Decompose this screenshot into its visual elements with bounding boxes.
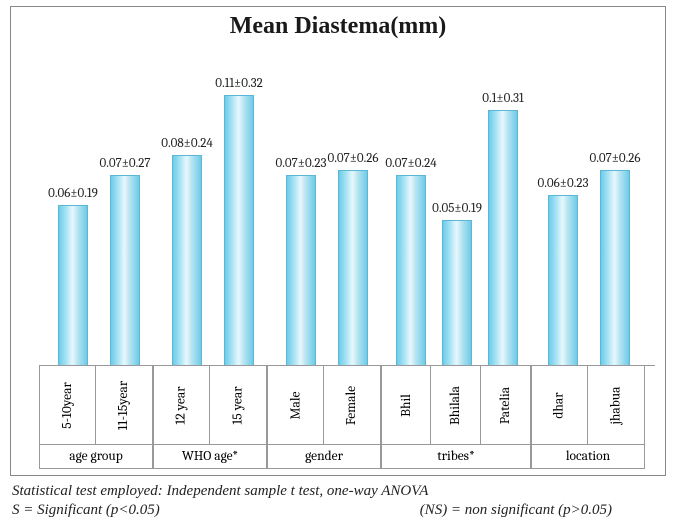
axis-group-label: WHO age* (154, 444, 266, 468)
axis-category-label: Male (288, 391, 303, 419)
axis-group-label: location (532, 444, 644, 468)
bar-slot: 0.07±0.23 (286, 156, 316, 365)
axis-category: Patelia (481, 366, 530, 444)
bar (172, 155, 202, 365)
bar (286, 175, 316, 365)
axis-category-label: jhabua (608, 386, 623, 424)
bar-slot: 0.07±0.26 (600, 151, 630, 365)
bar-slot: 0.06±0.23 (548, 176, 578, 365)
bar-slot: 0.07±0.26 (338, 151, 368, 365)
axis-category: Bhil (382, 366, 431, 444)
axis-category-label: dhar (552, 392, 567, 418)
axis-category-label: Bhilala (448, 385, 463, 424)
bar-slot: 0.1±0.31 (488, 91, 518, 365)
bar-value-label: 0.1±0.31 (482, 91, 523, 106)
bar-value-label: 0.07±0.27 (99, 156, 150, 171)
axis-category: Male (268, 366, 324, 444)
axis-category: 15 year (210, 366, 266, 444)
bar (488, 110, 518, 365)
bar (600, 170, 630, 365)
axis-category-label: Bhil (399, 394, 414, 417)
axis-category: 5-10year (40, 366, 96, 444)
bar (442, 220, 472, 365)
axis-category-row: 5-10year 11-15year (40, 366, 152, 444)
axis-category-label: 5-10year (60, 382, 75, 429)
footnote-ns: (NS) = non significant (p>0.05) (420, 501, 612, 520)
bar (224, 95, 254, 365)
axis-category-row: dhar jhabua (532, 366, 644, 444)
axis-group: Male Female gender (267, 366, 381, 469)
bar-slot: 0.07±0.24 (396, 156, 426, 365)
bar-value-label: 0.06±0.19 (48, 186, 98, 201)
axis-group: Bhil Bhilala Patelia tribes* (381, 366, 531, 469)
axis-category: jhabua (588, 366, 644, 444)
axis-category: dhar (532, 366, 588, 444)
bar (58, 205, 88, 365)
axis-category: 11-15year (96, 366, 152, 444)
bar-slot: 0.11±0.32 (224, 76, 254, 365)
axis-category: 12 year (154, 366, 210, 444)
x-axis-groups: 5-10year 11-15year age group 12 year 15 year… (39, 365, 655, 469)
figure-wrap: Mean Diastema(mm) 0.06±0.190.07±0.270.08… (0, 0, 676, 528)
footnote-line1: Statistical test employed: Independent s… (12, 482, 664, 501)
axis-category: Bhilala (431, 366, 480, 444)
axis-category-label: 11-15year (117, 380, 132, 429)
axis-group: 5-10year 11-15year age group (39, 366, 153, 469)
axis-group-label: gender (268, 444, 380, 468)
axis-category-label: Female (344, 385, 359, 424)
chart-title: Mean Diastema(mm) (17, 11, 659, 40)
bar-slot: 0.07±0.27 (110, 156, 140, 365)
axis-category-row: 12 year 15 year (154, 366, 266, 444)
axis-category-label: 15 year (231, 386, 246, 424)
bar (548, 195, 578, 365)
bar-slot: 0.06±0.19 (58, 186, 88, 365)
footnote: Statistical test employed: Independent s… (10, 476, 666, 520)
bar-value-label: 0.08±0.24 (161, 136, 213, 151)
bar-value-label: 0.05±0.19 (432, 201, 482, 216)
axis-category-label: Patelia (498, 386, 513, 423)
axis-category: Female (324, 366, 380, 444)
axis-category-row: Bhil Bhilala Patelia (382, 366, 530, 444)
axis-group: 12 year 15 year WHO age* (153, 366, 267, 469)
bar-slot: 0.08±0.24 (172, 136, 202, 365)
footnote-sig: S = Significant (p<0.05) (12, 501, 160, 520)
bar (110, 175, 140, 365)
bar-value-label: 0.06±0.23 (538, 176, 589, 191)
bar-value-label: 0.07±0.26 (327, 151, 378, 166)
axis-group: dhar jhabua location (531, 366, 645, 469)
bar-value-label: 0.11±0.32 (215, 76, 263, 91)
bar (396, 175, 426, 365)
chart-panel: Mean Diastema(mm) 0.06±0.190.07±0.270.08… (10, 6, 666, 476)
plot-area: 0.06±0.190.07±0.270.08±0.240.11±0.320.07… (39, 57, 655, 365)
bar-value-label: 0.07±0.26 (589, 151, 640, 166)
bar-slot: 0.05±0.19 (442, 201, 472, 365)
bar-value-label: 0.07±0.23 (276, 156, 327, 171)
bar (338, 170, 368, 365)
axis-category-row: Male Female (268, 366, 380, 444)
axis-group-label: tribes* (382, 444, 530, 468)
bar-value-label: 0.07±0.24 (385, 156, 436, 171)
axis-category-label: 12 year (174, 386, 189, 424)
axis-group-label: age group (40, 444, 152, 468)
